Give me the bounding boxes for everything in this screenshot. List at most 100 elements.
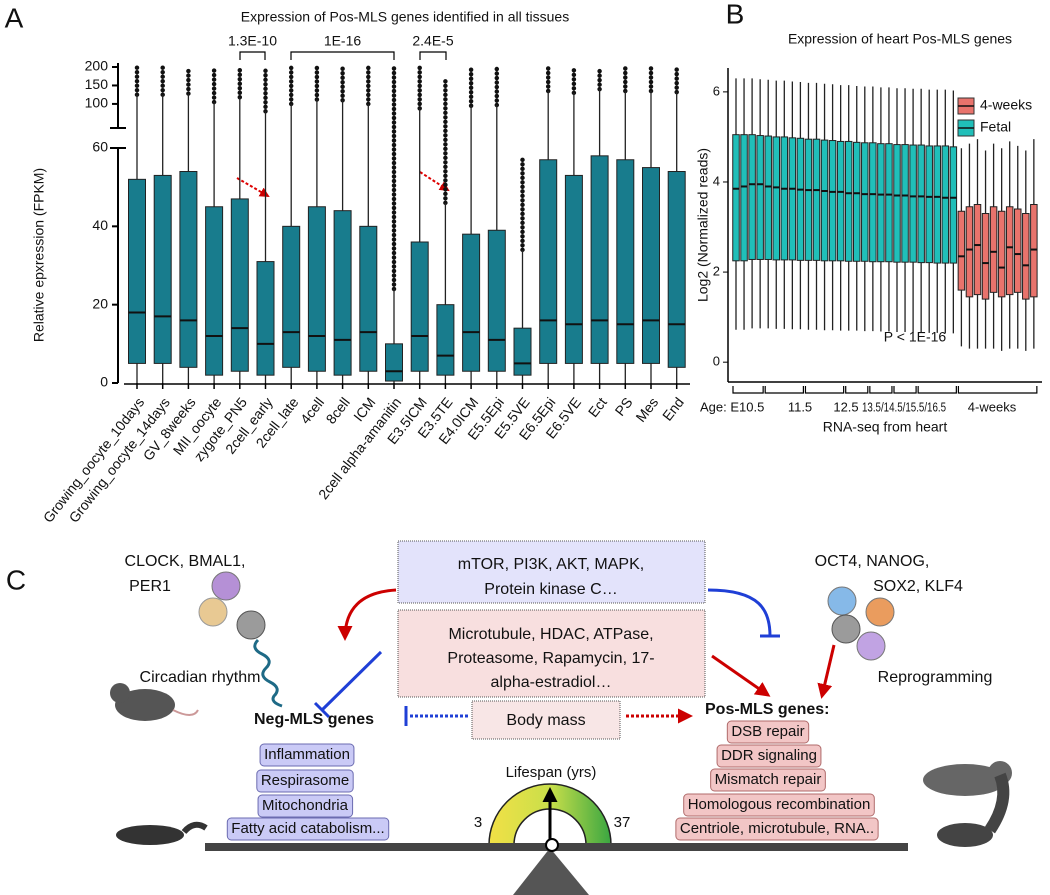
x-group-label: 12.5 [833,399,858,414]
pos-title: Pos-MLS genes: [705,701,829,718]
term-box [259,743,355,767]
x-group-label: 13.5/14.5/15.5/16.5 [862,399,946,414]
box [877,143,885,263]
gene-term: DDR signaling [721,747,817,764]
box [616,159,635,364]
gene-term: Homologous recombination [688,796,871,813]
gene-term: DSB repair [731,723,804,740]
factor-ball [827,586,857,616]
box [756,135,764,260]
box [788,137,797,261]
compound-label: Proteasome, Rapamycin, 17- [447,650,654,667]
block-bar [313,701,331,719]
p-bracket [239,51,266,60]
gauge-max: 37 [614,814,631,831]
compound-label: Microtubule, HDAC, ATPase, [448,626,653,643]
box [740,134,748,262]
x-tick-label: Mes [632,394,661,425]
y-tick-label: 60 [92,139,108,155]
rodent [923,764,1007,796]
box [462,233,481,372]
box [981,213,990,300]
box [282,225,301,368]
gene-term: Respirasome [261,772,349,789]
group-bracket [845,386,869,394]
box [917,144,925,264]
group-bracket [957,386,1038,394]
panel-label: C [6,564,26,595]
p-value: 2.4E-5 [412,33,453,49]
legend-label: Fetal [980,119,1011,135]
term-box [710,768,826,792]
gene-term: Fatty acid catabolism... [231,820,384,837]
box [256,261,275,376]
box [925,145,933,264]
box [853,141,861,262]
gauge-min: 3 [474,814,482,831]
box [333,210,352,376]
y-tick-label: 6 [713,83,720,98]
p-value: 1E-16 [324,33,362,49]
box [965,206,974,298]
box [885,143,893,263]
x-tick-label: 8cell [323,394,353,427]
signaling-label: Protein kinase C… [484,581,617,598]
block-line [707,588,772,637]
factor-ball [236,610,266,640]
factor-ball [198,597,228,627]
x-group-label: 11.5 [788,399,812,414]
group-bracket [732,386,764,394]
x-group-label: 4-weeks [968,399,1017,414]
rodent [937,823,993,847]
box [487,229,506,372]
term-box [675,817,879,841]
compound-label: alpha-estradiol… [491,674,612,691]
box [949,146,958,264]
inhibit-arrow [337,588,397,641]
rodent [110,683,130,703]
box [933,145,941,264]
trend-arrow [419,171,450,192]
box [385,343,403,382]
gene-term: Mismatch repair [715,771,822,788]
rodent-tail [984,772,1010,834]
box [764,135,772,260]
box [205,206,224,376]
term-box [257,794,354,818]
p-bracket [290,51,395,60]
factor-ball [856,631,886,661]
body-mass-label: Body mass [506,712,585,729]
box [780,136,789,261]
y-tick-label: 20 [92,295,108,311]
chart-title: Expression of Pos-MLS genes identified i… [241,9,569,25]
lifespan-gauge [488,783,612,846]
box [513,327,532,376]
gene-term: Mitochondria [262,797,349,814]
term-box [256,769,354,793]
box [179,171,198,368]
term-box [226,817,390,841]
box [909,144,917,263]
group-bracket [764,386,804,394]
box [989,206,998,293]
circadian-wave [253,638,283,708]
factor-ball [211,571,241,601]
box [1005,206,1014,296]
factor-label: SOX2, KLF4 [873,578,963,595]
box [836,140,845,262]
box [869,142,877,263]
box [307,206,326,372]
box [539,159,558,364]
box [564,174,583,364]
x-tick-label: 4cell [297,394,327,427]
box [748,134,756,260]
box [796,137,805,261]
box [1014,208,1022,293]
panel-label: A [5,2,24,33]
box [153,174,172,364]
box [667,171,686,368]
term-box [716,744,822,768]
p-bracket [419,51,447,60]
factor-label: PER1 [129,578,171,595]
